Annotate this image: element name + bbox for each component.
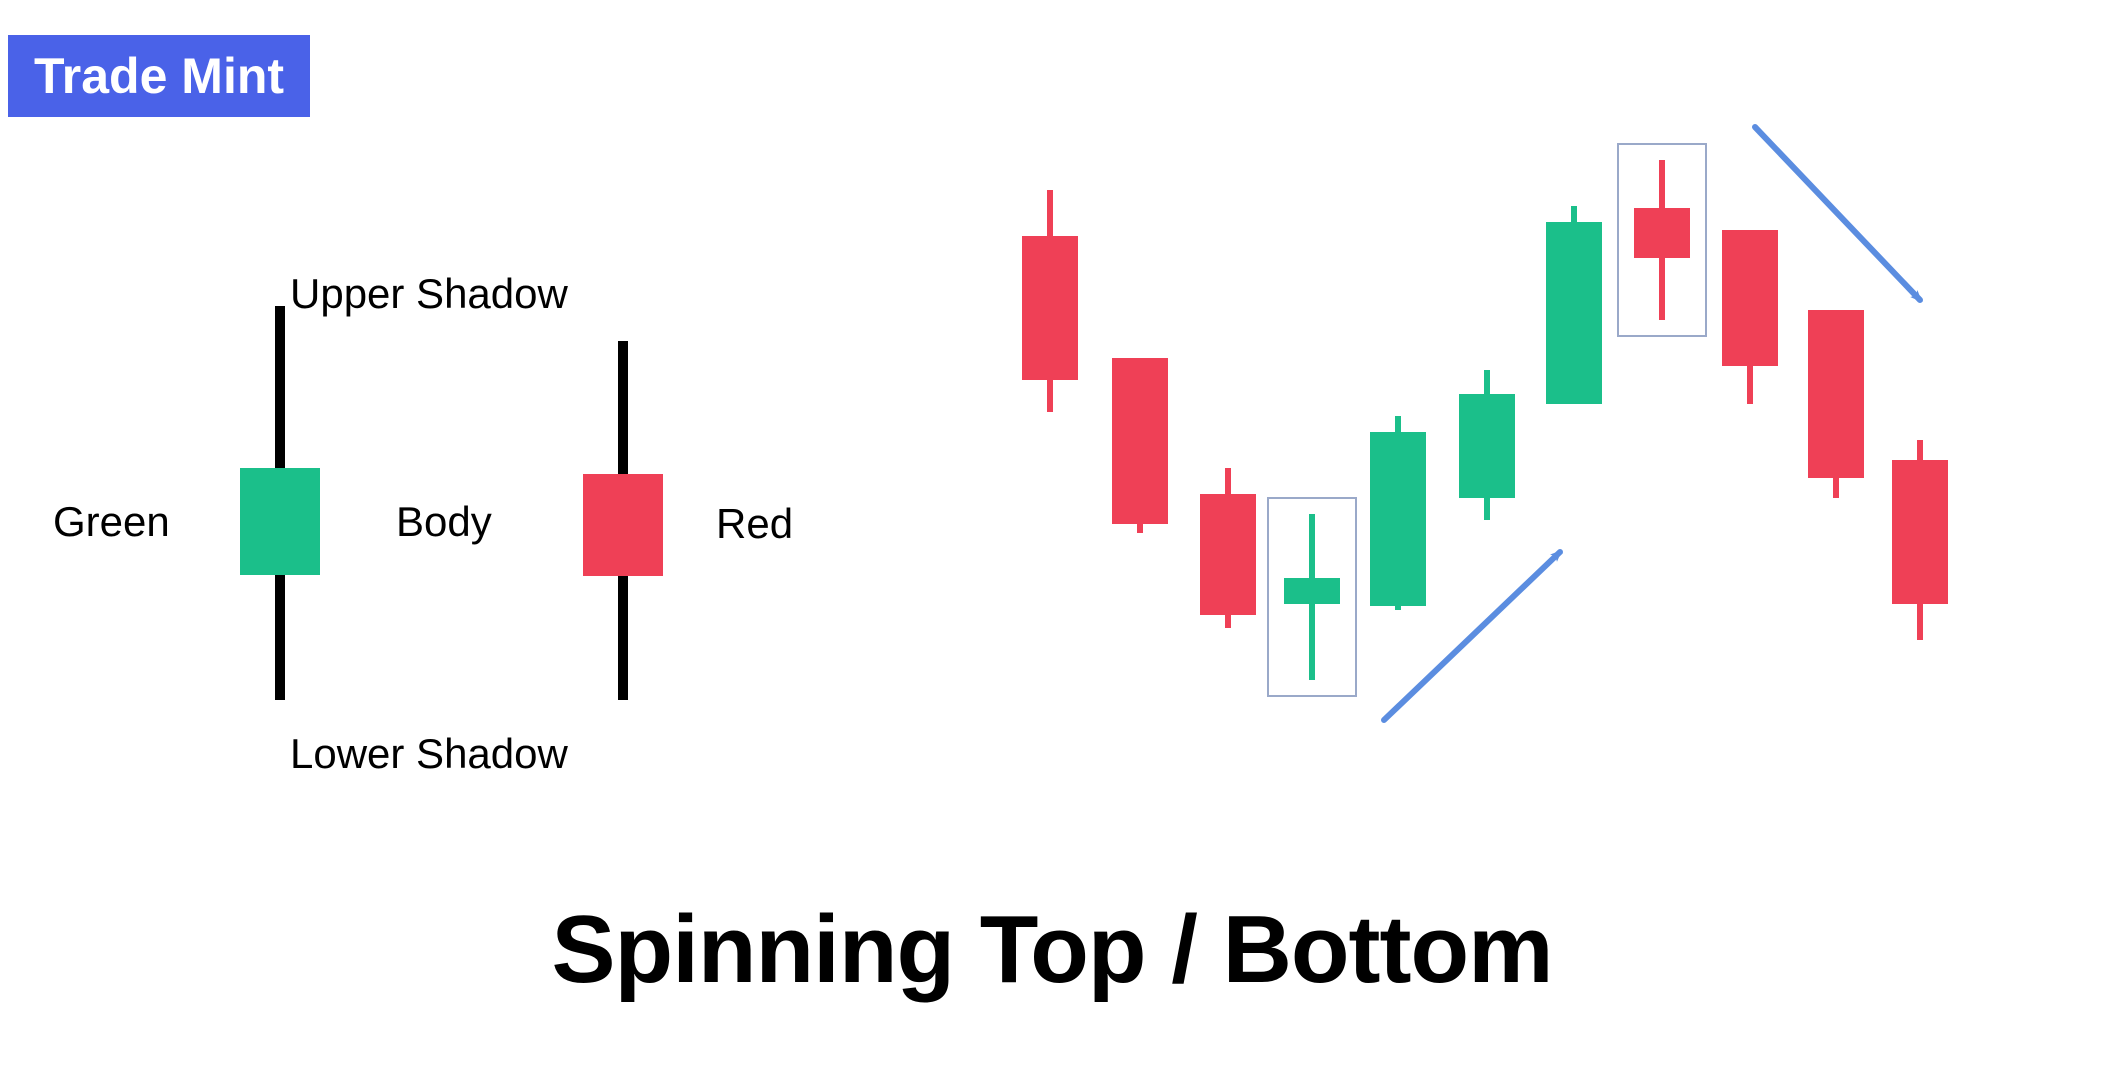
label-body: Body bbox=[396, 498, 492, 546]
candlestick-chart bbox=[1022, 127, 1948, 720]
label-red: Red bbox=[716, 500, 793, 548]
label-green: Green bbox=[53, 498, 170, 546]
pattern-title: Spinning Top / Bottom bbox=[0, 895, 2104, 1005]
label-lower-shadow: Lower Shadow bbox=[290, 730, 568, 778]
label-upper-shadow: Upper Shadow bbox=[290, 270, 568, 318]
